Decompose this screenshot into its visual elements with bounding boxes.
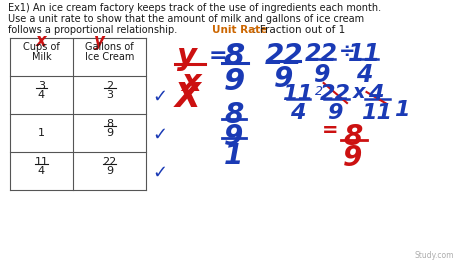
Text: 22: 22 bbox=[305, 42, 338, 66]
Text: 4: 4 bbox=[38, 166, 45, 176]
Text: X: X bbox=[174, 81, 200, 114]
Text: y: y bbox=[94, 32, 105, 50]
Text: ✓: ✓ bbox=[152, 126, 167, 144]
Text: 9: 9 bbox=[106, 166, 113, 176]
Text: Study.com: Study.com bbox=[415, 251, 454, 260]
Text: 22: 22 bbox=[102, 157, 117, 167]
Text: 3: 3 bbox=[38, 81, 45, 91]
Text: 11: 11 bbox=[361, 103, 392, 123]
Text: : Fraction out of 1: : Fraction out of 1 bbox=[254, 25, 346, 35]
Text: 9: 9 bbox=[223, 67, 245, 96]
Text: ✓: ✓ bbox=[152, 164, 167, 182]
Text: follows a proportional relationship.: follows a proportional relationship. bbox=[8, 25, 177, 35]
Text: =: = bbox=[322, 121, 338, 140]
Text: Ice Cream: Ice Cream bbox=[85, 52, 134, 62]
Text: 1: 1 bbox=[38, 128, 45, 138]
Text: 22: 22 bbox=[264, 42, 303, 70]
Text: 9: 9 bbox=[343, 144, 363, 172]
Text: x: x bbox=[181, 68, 201, 97]
Text: 2: 2 bbox=[315, 85, 323, 98]
Text: Use a unit rate to show that the amount of milk and gallons of ice cream: Use a unit rate to show that the amount … bbox=[8, 14, 364, 24]
Text: 4: 4 bbox=[38, 90, 45, 100]
Text: 9: 9 bbox=[274, 65, 293, 93]
Text: 9: 9 bbox=[313, 63, 330, 87]
Text: 9: 9 bbox=[328, 103, 343, 123]
Text: Unit Rate: Unit Rate bbox=[212, 25, 268, 35]
Text: 4: 4 bbox=[356, 63, 373, 87]
Text: 11: 11 bbox=[35, 157, 48, 167]
Text: =: = bbox=[209, 46, 227, 66]
Text: x: x bbox=[353, 82, 365, 102]
Text: 8: 8 bbox=[343, 123, 363, 151]
Text: ✓: ✓ bbox=[152, 88, 167, 106]
Text: 8: 8 bbox=[106, 119, 113, 129]
Text: 2: 2 bbox=[106, 81, 113, 91]
Text: 9: 9 bbox=[106, 128, 113, 138]
Text: 4: 4 bbox=[368, 84, 384, 104]
Text: 1: 1 bbox=[394, 100, 409, 120]
Text: Milk: Milk bbox=[32, 52, 51, 62]
Text: 8: 8 bbox=[224, 101, 244, 129]
Text: 4: 4 bbox=[290, 103, 305, 123]
Text: 8: 8 bbox=[223, 42, 245, 71]
Text: 11: 11 bbox=[348, 42, 381, 66]
Text: Cups of: Cups of bbox=[23, 42, 60, 52]
Text: x: x bbox=[36, 32, 46, 50]
Text: Ex1) An ice cream factory keeps track of the use of ingredients each month.: Ex1) An ice cream factory keeps track of… bbox=[8, 3, 381, 13]
Text: 1: 1 bbox=[224, 142, 244, 170]
Text: 3: 3 bbox=[106, 90, 113, 100]
Text: y: y bbox=[177, 42, 197, 71]
Text: 9: 9 bbox=[224, 123, 244, 151]
Text: 22: 22 bbox=[320, 84, 351, 104]
Text: Gallons of: Gallons of bbox=[85, 42, 134, 52]
Text: ÷: ÷ bbox=[339, 43, 356, 61]
Text: 11: 11 bbox=[282, 84, 313, 104]
